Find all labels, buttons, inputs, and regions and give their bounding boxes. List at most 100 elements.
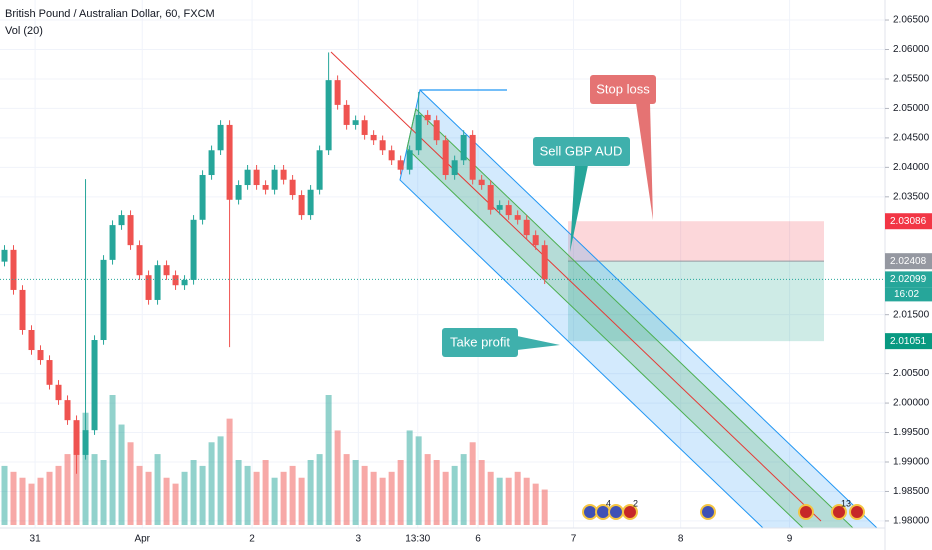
candle-body: [352, 120, 359, 125]
volume-bar: [262, 460, 269, 525]
volume-bar: [271, 477, 278, 525]
volume-bar: [298, 477, 305, 525]
price-tag-label: 2.01051: [890, 336, 927, 347]
price-tag: [885, 253, 932, 270]
volume-bar: [199, 465, 206, 525]
volume-bar: [37, 477, 44, 525]
volume-bar: [514, 471, 521, 525]
candle-body: [433, 120, 440, 141]
price-tag: [885, 213, 932, 230]
candle-body: [118, 215, 125, 226]
candle-body: [316, 150, 323, 190]
volume-bar: [127, 442, 134, 525]
candle-body: [289, 179, 296, 196]
candle-body: [235, 185, 242, 200]
pitchfork: [330, 51, 878, 528]
volume-bar: [46, 471, 53, 525]
candle-body: [406, 150, 413, 170]
volume-bar: [181, 471, 188, 525]
volume-bar: [379, 477, 386, 525]
candle-body: [343, 104, 350, 125]
volume-bar: [397, 460, 404, 525]
x-tick-label: 3: [356, 534, 362, 545]
candle-body: [100, 259, 107, 341]
volume-bar: [1, 465, 8, 525]
median-line: [330, 51, 822, 522]
candle-body: [109, 225, 116, 260]
candle-body: [55, 384, 62, 401]
candle-body: [307, 189, 314, 216]
price-tag-label: 2.02099: [890, 274, 927, 285]
y-tick-label: 2.03500: [893, 191, 930, 202]
volume-bar: [307, 460, 314, 525]
candle-body: [28, 330, 35, 351]
volume-bar: [235, 460, 242, 525]
volume-bar: [523, 477, 530, 525]
volume-bar: [334, 430, 341, 525]
callout-pointer: [517, 336, 560, 350]
x-tick-label: 6: [475, 534, 481, 545]
volume-bar: [280, 471, 287, 525]
x-tick-label: 13:30: [405, 534, 430, 545]
volume-bar: [28, 483, 35, 525]
candle-body: [37, 350, 44, 361]
candle-body: [379, 140, 386, 151]
volume-bar: [532, 483, 539, 525]
volume-bar: [289, 465, 296, 525]
candle-body: [64, 400, 71, 421]
candle-body: [199, 175, 206, 220]
y-tick-label: 2.05500: [893, 74, 930, 85]
chart-title: British Pound / Australian Dollar, 60, F…: [5, 8, 215, 20]
candle-body: [496, 205, 503, 210]
position-tool: [568, 221, 824, 342]
candle-body: [280, 169, 287, 180]
y-tick-label: 1.99000: [893, 457, 930, 468]
candle-body: [91, 340, 98, 431]
volume-bar: [424, 454, 431, 525]
volume-bar: [73, 430, 80, 525]
volume-bar: [352, 460, 359, 525]
countdown: 16:02: [894, 289, 919, 300]
volume-bar: [433, 460, 440, 525]
callout-text: Take profit: [450, 334, 510, 349]
y-tick-label: 2.01500: [893, 309, 930, 320]
volume-bar: [505, 477, 512, 525]
target-zone: [568, 261, 824, 342]
candle-body: [487, 185, 494, 210]
candle-body: [325, 80, 332, 151]
candle-body: [73, 420, 80, 455]
event-icon: [582, 504, 598, 520]
event-icon: [622, 504, 638, 520]
candle-body: [397, 160, 404, 170]
candle-body: [370, 134, 377, 141]
volume-bar: [451, 465, 458, 525]
volume-bar: [325, 395, 332, 525]
volume-bar: [19, 477, 26, 525]
y-tick-label: 1.99500: [893, 427, 930, 438]
candle-body: [271, 169, 278, 190]
candle-body: [10, 249, 17, 290]
volume-bar: [190, 460, 197, 525]
volume-bar: [487, 471, 494, 525]
volume-bar: [406, 430, 413, 525]
candle-body: [514, 215, 521, 220]
candle-body: [145, 275, 152, 300]
x-tick-label: 7: [571, 534, 577, 545]
indicator-label: Vol (20): [5, 25, 43, 37]
candle-body: [136, 245, 143, 276]
candle-body: [505, 205, 512, 216]
x-tick-label: 2: [249, 534, 255, 545]
price-tags: 2.03086 2.02408 2.02099 16:02 2.01051: [885, 213, 932, 350]
event-badges: 4 2 13: [582, 498, 865, 520]
event-count: 4: [606, 498, 611, 508]
x-tick-label: Apr: [134, 534, 150, 545]
volume-bar: [388, 471, 395, 525]
volume-bar: [361, 465, 368, 525]
candle-body: [334, 80, 341, 105]
volume-bar: [145, 471, 152, 525]
candle-body: [163, 265, 170, 276]
volume-bar: [541, 489, 548, 525]
event-icon: [849, 504, 865, 520]
